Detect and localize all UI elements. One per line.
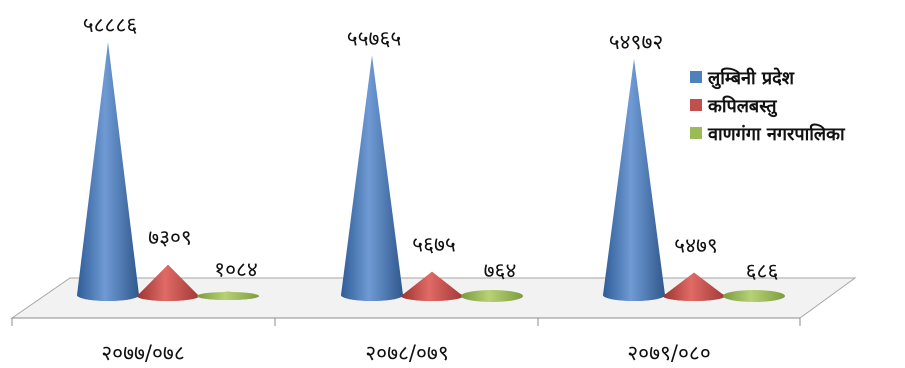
cone-base: [137, 291, 199, 301]
x-tick-label: २०७७/०७८: [101, 341, 185, 365]
legend-swatch-2: [690, 127, 702, 139]
data-label: ५६७५: [412, 233, 456, 257]
cone-0-1: [341, 55, 403, 301]
legend-label-1: कपिलबस्तु: [707, 95, 777, 118]
cone-2-2: [723, 290, 785, 302]
cone-1-0: [137, 264, 199, 301]
cone-base: [401, 291, 463, 301]
data-label: १०८४: [214, 257, 258, 281]
cone-base: [461, 290, 523, 302]
legend-label-0: लुम्बिनी प्रदेश: [707, 67, 795, 90]
cone-base: [663, 291, 725, 301]
legend-label-2: वाणगंगा नगरपालिका: [707, 123, 846, 145]
data-label: ५४९७२: [609, 30, 664, 54]
cone-base: [341, 289, 403, 301]
cone-base: [603, 289, 665, 301]
cone-2-0: [197, 291, 259, 300]
cone-base: [197, 292, 259, 300]
data-label: ५५७६५: [347, 26, 402, 50]
legend-swatch-0: [690, 71, 702, 83]
cone-body: [341, 55, 403, 301]
x-tick-label: २०७८/०७९: [365, 341, 449, 365]
cone-body: [77, 42, 139, 301]
cone-0-0: [77, 42, 139, 301]
data-label: ७६४: [484, 259, 517, 283]
cone-body: [603, 58, 665, 301]
cone-1-1: [401, 271, 463, 301]
data-label: ७३०९: [148, 226, 192, 250]
legend: लुम्बिनी प्रदेश कपिलबस्तु वाणगंगा नगरपाल…: [690, 67, 846, 145]
cone-base: [723, 290, 785, 302]
x-tick-label: २०७९/०८०: [627, 341, 711, 365]
cone-base: [77, 289, 139, 301]
data-label: ६८६: [746, 259, 779, 283]
data-label: ५८८८६: [83, 13, 138, 37]
data-label: ५४७९: [674, 233, 718, 257]
cone-1-2: [663, 272, 725, 301]
cone-0-2: [603, 58, 665, 301]
cone-2-1: [461, 290, 523, 302]
legend-swatch-1: [690, 99, 702, 111]
